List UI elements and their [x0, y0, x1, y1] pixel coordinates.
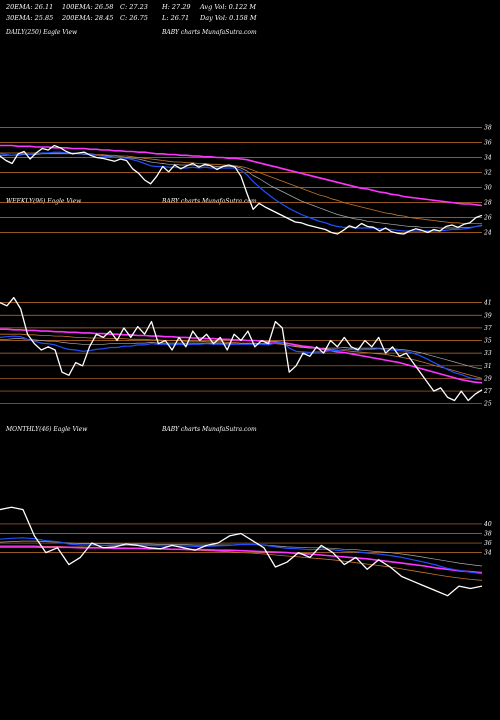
- daily-series-ema-slow: [0, 144, 483, 207]
- daily-series-ema-fast: [0, 151, 483, 232]
- daily-tick-label: 26: [483, 215, 492, 222]
- daily-tick-label: 30: [484, 185, 492, 192]
- daily-series-ema-mid: [0, 153, 483, 229]
- stat-avg-vol: Avg Vol: 0.122 M: [200, 3, 257, 11]
- weekly-tick-label: 31: [484, 363, 492, 370]
- stat-open: C: 26.75: [120, 14, 148, 22]
- weekly-panel-label: WEEKLY(96) Eagle View: [6, 198, 82, 205]
- weekly-tick-label: 25: [483, 401, 492, 408]
- weekly-tick-label: 41: [483, 300, 492, 307]
- stat-ema30: 30EMA: 25.85: [6, 14, 54, 22]
- monthly-series-ema-long: [0, 545, 483, 581]
- daily-tick-label: 38: [484, 125, 492, 132]
- monthly-tick-label: 40: [483, 521, 492, 528]
- stat-ema100: 100EMA: 26.58: [62, 3, 114, 11]
- weekly-tick-label: 27: [483, 388, 492, 395]
- daily-panel-label: DAILY(250) Eagle View: [6, 29, 78, 36]
- weekly-watermark: BABY charts MunafaSutra.com: [162, 198, 257, 205]
- weekly-series-ema-fast: [0, 335, 483, 381]
- weekly-tick-label: 35: [484, 338, 492, 345]
- stat-day-vol: Day Vol: 0.158 M: [200, 14, 257, 22]
- monthly-panel-label: MONTHLY(46) Eagle View: [6, 426, 88, 433]
- stat-ema20: 20EMA: 26.11: [6, 3, 54, 11]
- stat-ema200: 200EMA: 28.45: [62, 14, 114, 22]
- daily-series-ema-long: [0, 152, 482, 224]
- daily-watermark: BABY charts MunafaSutra.com: [162, 29, 257, 36]
- weekly-series-ema-long: [0, 333, 483, 379]
- weekly-tick-label: 39: [484, 312, 492, 319]
- stat-low: L: 26.71: [162, 14, 190, 22]
- stat-close: C: 27.23: [120, 3, 148, 11]
- weekly-series-price: [0, 296, 483, 402]
- weekly-tick-label: 33: [484, 350, 492, 357]
- daily-tick-label: 32: [484, 170, 492, 177]
- monthly-series-price: [0, 506, 483, 597]
- daily-tick-label: 34: [484, 155, 492, 162]
- monthly-tick-label: 38: [484, 530, 492, 537]
- daily-tick-label: 36: [484, 140, 492, 147]
- daily-tick-label: 24: [483, 230, 492, 237]
- monthly-tick-label: 36: [484, 540, 492, 547]
- monthly-tick-label: 34: [484, 550, 492, 557]
- daily-series-price: [0, 144, 483, 235]
- weekly-tick-label: 37: [484, 325, 492, 332]
- daily-tick-label: 28: [483, 200, 492, 207]
- monthly-watermark: BABY charts MunafaSutra.com: [162, 426, 257, 433]
- monthly-series-ema-slow: [0, 546, 483, 574]
- stat-high: H: 27.29: [162, 3, 191, 11]
- monthly-series-ema-fast: [0, 537, 483, 575]
- weekly-tick-label: 29: [483, 375, 492, 382]
